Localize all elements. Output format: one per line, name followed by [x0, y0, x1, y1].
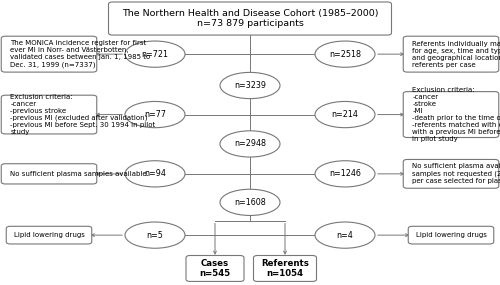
Ellipse shape	[315, 161, 375, 187]
FancyBboxPatch shape	[2, 95, 97, 134]
Ellipse shape	[315, 222, 375, 248]
Ellipse shape	[220, 131, 280, 157]
Text: Lipid lowering drugs: Lipid lowering drugs	[14, 232, 85, 238]
FancyBboxPatch shape	[2, 164, 97, 184]
FancyBboxPatch shape	[254, 255, 316, 282]
Text: n=2518: n=2518	[329, 50, 361, 59]
FancyBboxPatch shape	[6, 226, 92, 244]
Text: n=4: n=4	[336, 231, 353, 240]
Ellipse shape	[220, 72, 280, 99]
FancyBboxPatch shape	[403, 36, 499, 72]
Text: n=77: n=77	[144, 110, 166, 119]
Text: n=94: n=94	[144, 169, 166, 178]
Text: Exclusion criteria:
-cancer
-previous stroke
-previous MI (excluded after valida: Exclusion criteria: -cancer -previous st…	[10, 94, 156, 135]
Text: n=721: n=721	[142, 50, 169, 59]
Ellipse shape	[125, 161, 185, 187]
Text: n=214: n=214	[332, 110, 358, 119]
Ellipse shape	[220, 189, 280, 215]
FancyBboxPatch shape	[186, 255, 244, 282]
Ellipse shape	[315, 41, 375, 67]
Text: The MONICA incidence register for first
ever MI in Norr- and Västerbotten,
valid: The MONICA incidence register for first …	[10, 40, 150, 68]
Ellipse shape	[315, 101, 375, 128]
FancyBboxPatch shape	[2, 36, 97, 72]
Ellipse shape	[125, 101, 185, 128]
Text: n=1246: n=1246	[329, 169, 361, 178]
Text: n=3239: n=3239	[234, 81, 266, 90]
Text: n=5: n=5	[146, 231, 164, 240]
FancyBboxPatch shape	[403, 92, 499, 138]
Ellipse shape	[125, 41, 185, 67]
Text: Referents
n=1054: Referents n=1054	[261, 259, 309, 278]
Text: No sufficient plasma available or plasma
samples not requested (2 first referent: No sufficient plasma available or plasma…	[412, 163, 500, 184]
Text: Referents individually matched to cases
for age, sex, time and type of substudy,: Referents individually matched to cases …	[412, 41, 500, 68]
Text: Cases
n=545: Cases n=545	[200, 259, 230, 278]
Text: n=1608: n=1608	[234, 198, 266, 207]
Text: Lipid lowering drugs: Lipid lowering drugs	[416, 232, 486, 238]
Ellipse shape	[125, 222, 185, 248]
Text: No sufficient plasma samples available.: No sufficient plasma samples available.	[10, 171, 149, 177]
FancyBboxPatch shape	[403, 160, 499, 188]
FancyBboxPatch shape	[408, 226, 494, 244]
Text: The Northern Health and Disease Cohort (1985–2000)
n=73 879 participants: The Northern Health and Disease Cohort (…	[122, 9, 378, 28]
FancyBboxPatch shape	[108, 2, 392, 35]
Text: Exclusion criteria:
-cancer
-stroke
-MI
-death prior to the time of index case
-: Exclusion criteria: -cancer -stroke -MI …	[412, 87, 500, 142]
Text: n=2948: n=2948	[234, 139, 266, 148]
